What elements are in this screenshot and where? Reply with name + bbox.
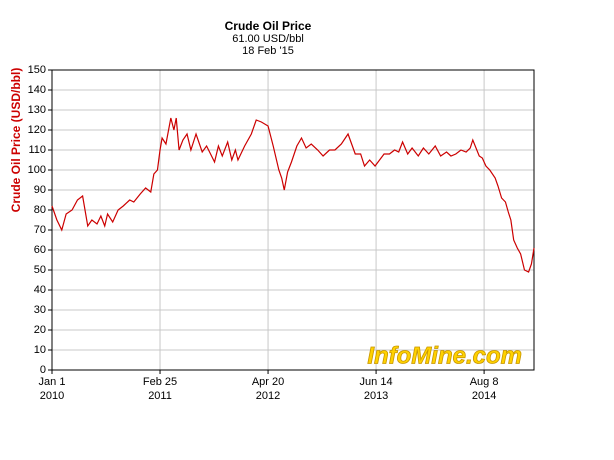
x-tick-label: 2010 (40, 390, 64, 402)
y-tick-label: 120 (28, 124, 46, 136)
chart-subtitle: 61.00 USD/bbl (232, 33, 304, 45)
x-tick-label: Apr 20 (252, 376, 284, 388)
y-tick-label: 50 (34, 264, 46, 276)
y-tick-label: 150 (28, 64, 46, 76)
x-tick-label: 2013 (364, 390, 388, 402)
watermark: InfoMine.com (367, 342, 522, 369)
x-tick-label: Jun 14 (360, 376, 393, 388)
y-axis-label: Crude Oil Price (USD/bbl) (9, 68, 23, 213)
y-tick-label: 30 (34, 304, 46, 316)
y-tick-label: 100 (28, 164, 46, 176)
y-tick-label: 10 (34, 344, 46, 356)
y-tick-label: 110 (28, 144, 46, 156)
y-tick-label: 80 (34, 204, 46, 216)
chart-date: 18 Feb '15 (242, 45, 294, 57)
x-tick-label: 2014 (472, 390, 496, 402)
y-tick-label: 130 (28, 104, 46, 116)
y-tick-label: 70 (34, 224, 46, 236)
price-line (51, 117, 535, 273)
x-tick-label: Aug 8 (470, 376, 499, 388)
y-tick-label: 60 (34, 244, 46, 256)
x-tick-label: 2012 (256, 390, 280, 402)
x-tick-label: 2011 (148, 390, 172, 402)
y-tick-label: 140 (28, 84, 46, 96)
y-tick-label: 90 (34, 184, 46, 196)
y-tick-label: 40 (34, 284, 46, 296)
x-tick-label: Jan 1 (39, 376, 66, 388)
plot-border (51, 69, 535, 371)
y-tick-label: 20 (34, 324, 46, 336)
y-tick-label: 0 (40, 364, 46, 376)
x-tick-label: Feb 25 (143, 376, 177, 388)
chart-title: Crude Oil Price (225, 19, 312, 33)
